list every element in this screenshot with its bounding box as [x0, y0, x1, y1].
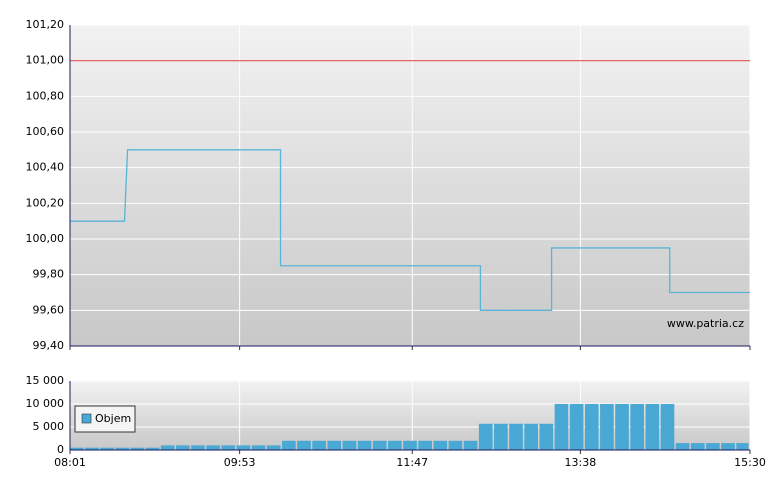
plot-background: [70, 25, 750, 346]
volume-bar: [448, 440, 463, 450]
volume-bar: [266, 445, 281, 450]
volume-bar: [206, 445, 220, 450]
y-tick-label: 10 000: [26, 397, 65, 410]
volume-bar: [236, 445, 251, 450]
y-tick-label: 100,20: [26, 196, 65, 209]
volume-bar: [463, 440, 478, 450]
x-tick-label: 15:30: [734, 456, 766, 469]
y-tick-label: 99,60: [33, 303, 65, 316]
watermark: www.patria.cz: [667, 317, 744, 330]
volume-bar: [115, 447, 130, 450]
legend-label: Objem: [95, 412, 131, 425]
legend-swatch: [81, 413, 92, 424]
y-tick-label: 101,20: [26, 18, 65, 31]
volume-bar: [690, 443, 705, 450]
volume-bar: [191, 445, 205, 450]
volume-bar: [569, 404, 584, 450]
volume-bar: [660, 404, 675, 450]
volume-bar: [130, 447, 145, 450]
y-tick-label: 101,00: [26, 54, 65, 67]
volume-bar: [388, 440, 402, 450]
volume-bar: [221, 445, 236, 450]
volume-bar: [357, 440, 372, 450]
volume-bar: [176, 445, 190, 450]
volume-bar: [433, 440, 448, 450]
y-tick-label: 100,40: [26, 161, 65, 174]
volume-bar: [418, 440, 432, 450]
volume-bar: [312, 440, 326, 450]
volume-bar: [297, 440, 311, 450]
volume-bar: [675, 443, 690, 450]
volume-bar: [524, 423, 538, 450]
y-tick-label: 100,80: [26, 89, 65, 102]
volume-bar: [160, 445, 175, 450]
volume-bar: [70, 447, 84, 450]
x-tick-label: 13:38: [565, 456, 597, 469]
volume-bar: [721, 443, 735, 450]
volume-bar: [615, 404, 629, 450]
volume-bar: [494, 423, 508, 450]
volume-bar: [478, 423, 493, 450]
volume-bar: [509, 423, 523, 450]
x-tick-label: 11:47: [396, 456, 428, 469]
volume-bar: [630, 404, 645, 450]
volume-bar: [584, 404, 599, 450]
volume-bar: [403, 440, 417, 450]
y-tick-label: 99,80: [33, 268, 65, 281]
volume-bar: [282, 440, 296, 450]
volume-bar: [100, 447, 114, 450]
y-tick-label: 100,00: [26, 232, 65, 245]
x-tick-label: 08:01: [54, 456, 86, 469]
volume-bar: [145, 447, 160, 450]
volume-bar: [554, 404, 569, 450]
volume-bar: [342, 440, 357, 450]
y-tick-label: 99,40: [33, 339, 65, 352]
volume-bar: [539, 423, 554, 450]
volume-bar: [645, 404, 660, 450]
y-tick-label: 15 000: [26, 374, 65, 387]
price-line: [70, 149, 750, 311]
volume-bar: [706, 443, 720, 450]
volume-bar: [85, 447, 99, 450]
y-tick-label: 100,60: [26, 125, 65, 138]
y-tick-label: 5 000: [33, 420, 65, 433]
volume-bar: [327, 440, 342, 450]
volume-bar: [736, 443, 749, 450]
volume-bar: [600, 404, 614, 450]
x-tick-label: 09:53: [224, 456, 256, 469]
volume-bar: [372, 440, 387, 450]
y-tick-label: 0: [57, 443, 64, 456]
volume-bar: [251, 445, 266, 450]
